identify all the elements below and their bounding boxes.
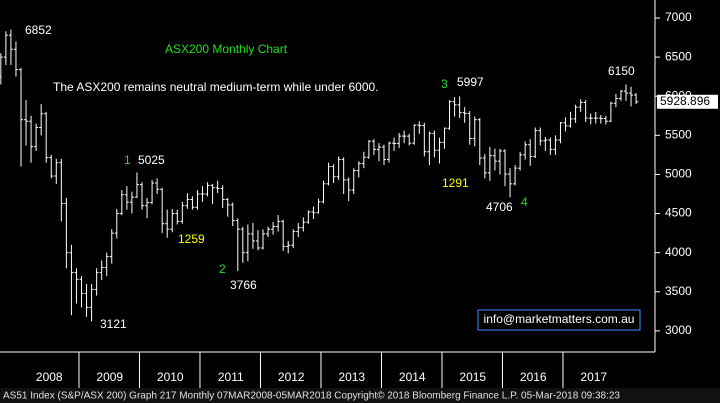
annotation: 1259 — [178, 232, 205, 246]
footer: AS51 Index (S&P/ASX 200) Graph 217 Month… — [3, 391, 620, 402]
annotation: 2 — [219, 262, 226, 276]
y-tick-label: 5500 — [665, 127, 692, 141]
x-tick-label: 2015 — [459, 370, 486, 384]
y-tick-label: 4500 — [665, 206, 692, 220]
x-tick-label: 2009 — [96, 370, 123, 384]
y-tick-label: 3000 — [665, 323, 692, 337]
y-tick-label: 3500 — [665, 284, 692, 298]
x-tick-label: 2017 — [580, 370, 607, 384]
y-tick-label: 5000 — [665, 167, 692, 181]
annotation: 1291 — [442, 176, 469, 190]
y-tick-label: 6500 — [665, 49, 692, 63]
annotation: 6852 — [25, 23, 52, 37]
annotations: 6852 1 5025 1259 2 3766 3121 3 5997 1291… — [25, 23, 635, 331]
annotation: 4706 — [486, 200, 513, 214]
annotation: 1 — [124, 153, 131, 167]
x-tick-label: 2011 — [218, 370, 244, 384]
x-tick-label: 2014 — [399, 370, 426, 384]
x-tick-label: 2012 — [278, 370, 305, 384]
last-value-box — [657, 94, 718, 109]
annotation: 3 — [441, 77, 448, 91]
annotation: 5997 — [457, 75, 484, 89]
x-tick-label: 2010 — [157, 370, 184, 384]
annotation: 4 — [521, 195, 528, 209]
last-value-label: 5928.896 — [660, 94, 710, 108]
chart-title: ASX200 Monthly Chart — [165, 42, 288, 56]
x-tick-label: 2008 — [36, 370, 63, 384]
annotation: 3766 — [230, 278, 257, 292]
footer-bar — [0, 388, 720, 403]
watermark-box — [477, 309, 641, 331]
annotation: 5025 — [138, 153, 165, 167]
watermark: info@marketmatters.com.au — [484, 312, 635, 326]
x-tick-label: 2016 — [520, 370, 547, 384]
annotation: 3121 — [100, 317, 127, 331]
annotation: 6150 — [608, 64, 635, 78]
subtitle: The ASX200 remains neutral medium-term w… — [53, 80, 379, 94]
y-tick-label: 7000 — [665, 10, 692, 24]
x-tick-label: 2013 — [338, 370, 365, 384]
y-tick-label: 4000 — [665, 245, 692, 259]
